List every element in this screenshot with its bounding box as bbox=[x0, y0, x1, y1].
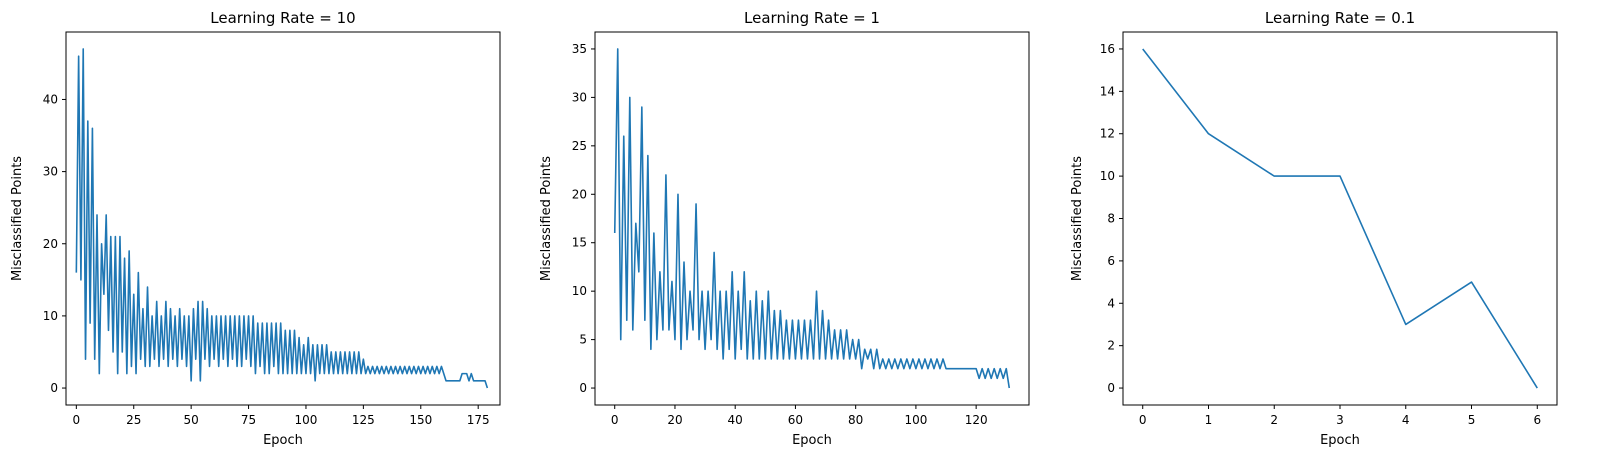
y-tick-label: 20 bbox=[43, 237, 58, 251]
axis-ticks: 0 20 40 60 80 100 120 0 5 10 15 20 25 30 35 bbox=[572, 42, 988, 427]
x-tick-label: 1 bbox=[1205, 413, 1213, 427]
y-tick-label: 16 bbox=[1100, 42, 1115, 56]
x-tick-label: 50 bbox=[184, 413, 199, 427]
x-axis-label: Epoch bbox=[263, 433, 303, 448]
x-tick-label: 4 bbox=[1402, 413, 1410, 427]
y-tick-label: 0 bbox=[1107, 381, 1115, 395]
plot-frame bbox=[65, 31, 501, 406]
y-tick-label: 10 bbox=[1100, 169, 1115, 183]
chart-title: Learning Rate = 1 bbox=[744, 9, 880, 27]
y-tick-label: 2 bbox=[1107, 339, 1115, 353]
y-tick-label: 6 bbox=[1107, 254, 1115, 268]
x-tick-label: 5 bbox=[1468, 413, 1476, 427]
y-tick-label: 35 bbox=[572, 42, 587, 56]
y-tick-label: 0 bbox=[50, 381, 58, 395]
axis-ticks: 0 25 50 75 100 125 150 175 0 10 20 30 40 bbox=[43, 92, 490, 427]
x-tick-label: 80 bbox=[848, 413, 863, 427]
y-tick-label: 30 bbox=[572, 90, 587, 104]
y-tick-label: 10 bbox=[572, 284, 587, 298]
y-tick-label: 0 bbox=[579, 381, 587, 395]
y-tick-label: 10 bbox=[43, 309, 58, 323]
x-tick-label: 6 bbox=[1533, 413, 1541, 427]
x-tick-label: 175 bbox=[467, 413, 490, 427]
subplot-lr-10: Learning Rate = 10 Epoch Misclassified P… bbox=[10, 9, 501, 448]
x-tick-label: 20 bbox=[667, 413, 682, 427]
x-tick-label: 100 bbox=[904, 413, 927, 427]
x-tick-label: 120 bbox=[965, 413, 988, 427]
x-tick-label: 60 bbox=[788, 413, 803, 427]
y-tick-label: 15 bbox=[572, 236, 587, 250]
subplot-lr-1: Learning Rate = 1 Epoch Misclassified Po… bbox=[539, 9, 1030, 448]
x-axis-label: Epoch bbox=[792, 433, 832, 448]
y-axis-label: Misclassified Points bbox=[10, 156, 25, 281]
y-tick-label: 20 bbox=[572, 187, 587, 201]
x-tick-label: 25 bbox=[126, 413, 141, 427]
x-tick-label: 125 bbox=[352, 413, 375, 427]
chart-title: Learning Rate = 10 bbox=[210, 9, 355, 27]
x-tick-label: 3 bbox=[1336, 413, 1344, 427]
y-axis-label: Misclassified Points bbox=[1070, 156, 1085, 281]
subplot-lr-0-1: Learning Rate = 0.1 Epoch Misclassified … bbox=[1070, 9, 1558, 448]
x-axis-label: Epoch bbox=[1320, 433, 1360, 448]
y-tick-label: 8 bbox=[1107, 212, 1115, 226]
series-line bbox=[75, 48, 489, 389]
plot-frame bbox=[594, 31, 1030, 406]
x-tick-label: 100 bbox=[295, 413, 318, 427]
y-tick-label: 5 bbox=[579, 333, 587, 347]
y-tick-label: 14 bbox=[1100, 84, 1115, 98]
x-tick-label: 40 bbox=[728, 413, 743, 427]
x-tick-label: 0 bbox=[611, 413, 619, 427]
series-line bbox=[613, 48, 1011, 389]
x-tick-label: 0 bbox=[73, 413, 81, 427]
x-tick-label: 2 bbox=[1270, 413, 1278, 427]
series-line bbox=[1142, 48, 1538, 389]
y-tick-label: 25 bbox=[572, 139, 587, 153]
x-tick-label: 0 bbox=[1139, 413, 1147, 427]
x-tick-label: 75 bbox=[241, 413, 256, 427]
plot-frame bbox=[1122, 31, 1558, 406]
x-tick-label: 150 bbox=[409, 413, 432, 427]
y-tick-label: 30 bbox=[43, 165, 58, 179]
y-tick-label: 40 bbox=[43, 92, 58, 106]
y-axis-label: Misclassified Points bbox=[539, 156, 554, 281]
y-tick-label: 4 bbox=[1107, 296, 1115, 310]
y-tick-label: 12 bbox=[1100, 127, 1115, 141]
chart-title: Learning Rate = 0.1 bbox=[1265, 9, 1415, 27]
